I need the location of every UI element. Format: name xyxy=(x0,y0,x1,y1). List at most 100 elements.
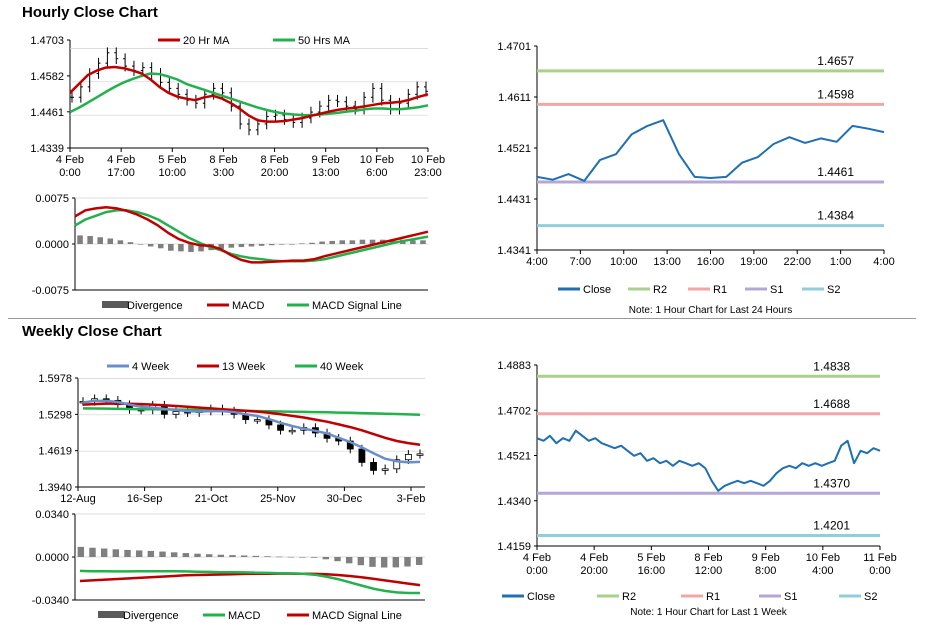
hourly-levels-x-tick-label: 10:00 xyxy=(610,256,638,268)
weekly-macd-divergence-bar xyxy=(205,554,213,557)
legend-50hr-ma-label: 50 Hrs MA xyxy=(298,35,351,47)
weekly-levels-y-tick-label: 1.4159 xyxy=(497,541,531,553)
hourly-macd-divergence-bar xyxy=(77,235,83,244)
weekly-price-y-tick-label: 1.4619 xyxy=(38,446,72,458)
hourly-levels-x-tick-label: 13:00 xyxy=(653,256,681,268)
weekly-macd-divergence-bar xyxy=(310,557,318,558)
hourly-macd-y-tick-label: 0.0000 xyxy=(35,239,69,251)
hourly-levels-y-tick-label: 1.4521 xyxy=(497,143,531,155)
hourly-levels-y-tick-label: 1.4611 xyxy=(498,92,531,104)
hourly-price-y-tick-label: 1.4461 xyxy=(30,107,64,119)
weekly-macd-y-tick-label: 0.0340 xyxy=(35,509,69,521)
weekly-macd-divergence-bar xyxy=(275,556,283,558)
weekly-macd-divergence-bar xyxy=(404,557,411,567)
weekly-levels-x-tick-label: 5 Feb xyxy=(637,552,665,564)
hourly-price-x-tick-label: 8 Feb xyxy=(261,154,289,166)
weekly-candle-body xyxy=(358,448,366,463)
weekly-macd-divergence-bar xyxy=(100,548,108,557)
weekly-levels-x-tick-label: 8 Feb xyxy=(694,552,722,564)
hourly-macd-signal-line xyxy=(74,209,429,263)
weekly-levels-x-tick-label: 10 Feb xyxy=(806,552,840,564)
hourly-section-title: Hourly Close Chart xyxy=(22,4,158,21)
weekly-price-x-tick-label: 12-Aug xyxy=(60,493,95,505)
weekly-macd-signal-line xyxy=(79,572,421,587)
weekly-levels-r1-label: 1.4688 xyxy=(813,397,850,411)
weekly-candle-body xyxy=(277,424,284,431)
weekly-levels-note: Note: 1 Hour Chart for Last 1 Week xyxy=(630,607,788,618)
hourly-macd-divergence-bar xyxy=(389,239,396,244)
hourly-price-x-tick-label: 8 Feb xyxy=(209,154,237,166)
hourly-levels-y-tick-label: 1.4341 xyxy=(497,245,531,257)
weekly-levels-x-tick-label: 0:00 xyxy=(526,565,547,577)
weekly-levels-x-tick-label: 4 Feb xyxy=(580,552,608,564)
hourly-levels-note: Note: 1 Hour Chart for Last 24 Hours xyxy=(629,305,792,316)
weekly-macd-divergence-bar xyxy=(77,546,85,557)
weekly-macd-divergence-bar xyxy=(322,557,330,560)
hourly-levels-x-tick-label: 4:00 xyxy=(873,256,894,268)
weekly-levels-y-tick-label: 1.4521 xyxy=(497,451,531,463)
weekly-macd-divergence-bar xyxy=(240,555,248,557)
hourly-macd-divergence-bar xyxy=(359,239,366,244)
weekly-levels-legend-r2-label: R2 xyxy=(622,591,636,603)
hourly-price-x-tick-label: 6:00 xyxy=(366,167,387,179)
hourly-macd-divergence-bar xyxy=(248,244,255,247)
weekly-macd-divergence-bar xyxy=(345,557,353,564)
hourly-levels-x-tick-label: 22:00 xyxy=(783,256,811,268)
weekly-macd-divergence-bar xyxy=(264,556,271,557)
hourly-levels-r2-label: 1.4657 xyxy=(817,54,854,68)
hourly-macd-divergence-bar xyxy=(178,244,184,252)
weekly-macd-divergence-bar xyxy=(229,555,236,557)
hourly-macd-divergence-bar xyxy=(289,244,295,245)
hourly-macd-divergence-bar xyxy=(420,240,426,244)
hourly-levels-y-tick-label: 1.4701 xyxy=(497,41,531,53)
hourly-price-y-tick-label: 1.4703 xyxy=(30,35,64,47)
weekly-macd-divergence-bar xyxy=(357,557,365,566)
weekly-levels-x-tick-label: 12:00 xyxy=(695,565,723,577)
hourly-levels-legend-s1-label: S1 xyxy=(770,284,783,296)
hourly-price-x-tick-label: 10 Feb xyxy=(411,154,445,166)
hourly-price-y-tick-label: 1.4582 xyxy=(30,71,64,83)
legend-hourly-macd-signal-label: MACD Signal Line xyxy=(312,300,402,312)
hourly-levels-s2-label: 1.4384 xyxy=(817,209,854,223)
hourly-levels-x-tick-label: 1:00 xyxy=(830,256,851,268)
weekly-levels-legend-s2-label: S2 xyxy=(864,591,877,603)
weekly-macd-divergence-bar xyxy=(135,550,143,557)
weekly-levels-x-tick-label: 4 Feb xyxy=(523,552,551,564)
legend-4-week-label: 4 Week xyxy=(132,361,170,373)
hourly-macd-divergence-bar xyxy=(127,242,134,244)
hourly-macd-divergence-bar xyxy=(299,243,305,244)
hourly-macd-divergence-bar xyxy=(97,237,103,244)
hourly-price-x-tick-label: 3:00 xyxy=(213,167,234,179)
hourly-levels-legend-s2-label: S2 xyxy=(827,284,840,296)
weekly-price-y-tick-label: 1.3940 xyxy=(38,482,72,494)
weekly-macd-divergence-bar xyxy=(182,553,190,557)
hourly-price-x-tick-label: 4 Feb xyxy=(56,154,84,166)
weekly-macd-divergence-bar xyxy=(299,557,306,558)
weekly-section-title: Weekly Close Chart xyxy=(22,323,162,340)
weekly-levels-r2-label: 1.4838 xyxy=(813,359,850,373)
hourly-levels-s1-label: 1.4461 xyxy=(817,165,854,179)
weekly-macd-divergence-bar xyxy=(170,552,178,557)
hourly-price-y-tick-label: 1.4339 xyxy=(30,143,64,155)
legend-40-week-label: 40 Week xyxy=(320,361,364,373)
hourly-macd-divergence-bar xyxy=(228,244,235,248)
weekly-levels-legend-close-label: Close xyxy=(527,591,555,603)
weekly-levels-x-tick-label: 16:00 xyxy=(638,565,666,577)
legend-weekly-macd-label: MACD xyxy=(228,610,260,622)
weekly-macd-divergence-bar xyxy=(369,557,376,567)
hourly-macd-divergence-bar xyxy=(107,238,114,244)
weekly-levels-x-tick-label: 8:00 xyxy=(755,565,776,577)
hourly-levels-legend-close-label: Close xyxy=(583,284,611,296)
weekly-levels-legend-r1-label: R1 xyxy=(706,591,720,603)
hourly-price-x-tick-label: 0:00 xyxy=(59,167,80,179)
legend-weekly-divergence-swatch xyxy=(98,611,124,618)
hourly-levels-x-tick-label: 16:00 xyxy=(697,256,725,268)
weekly-macd-y-tick-label: -0.0340 xyxy=(32,595,69,607)
weekly-macd-divergence-bar xyxy=(194,553,201,557)
legend-hourly-macd-label: MACD xyxy=(232,300,264,312)
weekly-4wk-ma-line xyxy=(82,399,421,464)
weekly-levels-x-tick-label: 4:00 xyxy=(812,565,833,577)
weekly-macd-divergence-bar xyxy=(89,547,96,557)
weekly-macd-divergence-bar xyxy=(112,549,120,557)
hourly-macd-divergence-bar xyxy=(218,244,225,249)
